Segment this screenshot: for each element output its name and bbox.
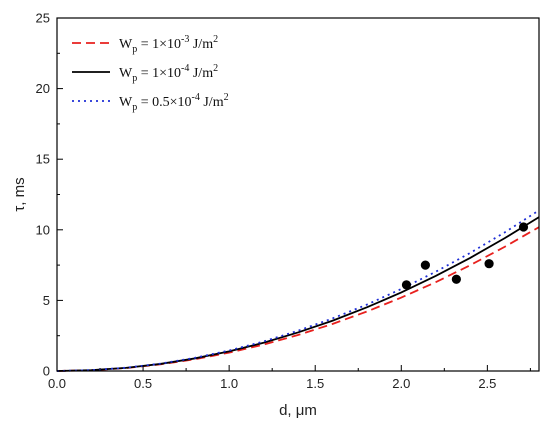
curves-layer — [56, 209, 540, 372]
legend-label: Wp = 0.5×10-4 J/m2 — [119, 92, 229, 113]
y-tick-label: 0 — [43, 364, 50, 379]
legend-label: Wp = 1×10-3 J/m2 — [119, 34, 218, 55]
y-tick-label: 15 — [36, 152, 50, 167]
x-tick-label: 0.0 — [48, 376, 66, 391]
x-tick-label: 2.5 — [478, 376, 496, 391]
data-point — [484, 259, 494, 269]
x-tick-label: 1.5 — [306, 376, 324, 391]
series-line-3 — [56, 209, 540, 372]
x-tick-label: 2.0 — [392, 376, 410, 391]
x-tick-label: 1.0 — [220, 376, 238, 391]
y-tick-label: 25 — [36, 11, 50, 26]
data-point — [451, 274, 461, 284]
x-tick-label: 0.5 — [134, 376, 152, 391]
data-points-layer — [401, 222, 529, 290]
data-point — [420, 260, 430, 270]
y-tick-label: 10 — [36, 222, 50, 237]
series-line-1 — [56, 226, 540, 372]
data-point — [518, 222, 529, 232]
x-axis-title: d, μm — [279, 402, 317, 419]
y-tick-label: 5 — [43, 293, 50, 308]
legend-label: Wp = 1×10-4 J/m2 — [119, 63, 218, 84]
y-axis-title: τ, ms — [11, 177, 28, 211]
legend: Wp = 1×10-3 J/m2 Wp = 1×10-4 J/m2 Wp = 0.5… — [72, 34, 229, 113]
y-tick-label: 20 — [36, 81, 50, 96]
ticks-layer: 0.0 0.5 1.0 1.5 2.0 2.5 0 5 10 15 20 25 — [36, 11, 531, 391]
data-point — [401, 280, 412, 290]
series-line-2 — [56, 216, 540, 372]
